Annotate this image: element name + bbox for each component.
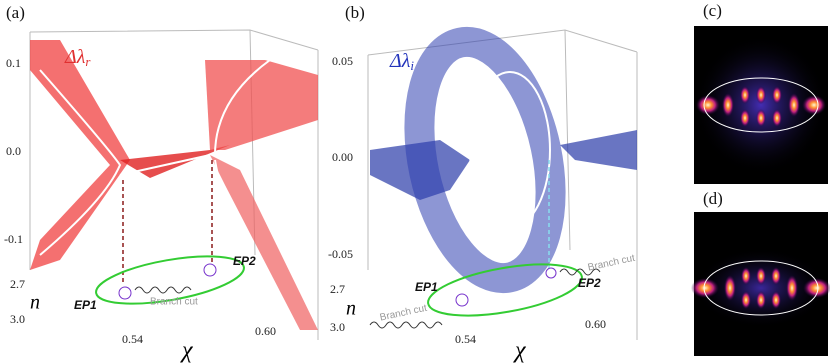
chi-tick-label: 0.60 — [585, 317, 606, 331]
ep1-label: EP1 — [415, 280, 438, 294]
ep2-label: EP2 — [233, 254, 256, 268]
ep-curve — [469, 71, 551, 229]
panel-label: (b) — [345, 3, 365, 22]
hotspots — [691, 267, 830, 309]
branch-cut-label: Branch cut — [150, 297, 198, 308]
loop — [427, 263, 583, 317]
panel-d: (d) — [691, 189, 830, 356]
y-tick-label: 0.0 — [6, 144, 21, 158]
surface — [560, 130, 637, 170]
y-tick-label: -0.05 — [328, 247, 353, 261]
y-tick-label: 0.00 — [332, 150, 353, 164]
panel-label: (c) — [703, 1, 722, 20]
outline — [703, 77, 819, 133]
loop — [95, 255, 245, 305]
branch-cut-label: Branch cut — [379, 303, 428, 324]
ep-marker — [118, 286, 132, 300]
n-axis-label: n — [346, 298, 356, 320]
ep2-label: EP2 — [578, 276, 601, 290]
surface — [210, 155, 318, 330]
quantity-label: Δλi — [389, 50, 414, 73]
frame — [367, 29, 638, 340]
chi-tick-label: 0.54 — [455, 332, 476, 346]
frame — [29, 29, 319, 340]
n-tick-label: 2.7 — [10, 277, 25, 291]
n-axis-label: n — [30, 292, 40, 314]
panel-c: (c) — [694, 1, 828, 184]
y-tick-label: 0.05 — [332, 54, 353, 68]
ep-curve — [119, 59, 271, 211]
y-tick-label: 0.1 — [6, 56, 21, 70]
chi-axis-label: χ — [180, 338, 194, 364]
surface-ring — [404, 26, 566, 294]
branch-cut — [134, 286, 192, 294]
ep-marker — [203, 263, 217, 277]
y-tick-label: -0.1 — [4, 232, 23, 246]
n-tick-label: 3.0 — [330, 320, 345, 334]
n-tick-label: 3.0 — [10, 312, 25, 326]
hotspots — [696, 86, 826, 127]
surface — [205, 60, 318, 150]
surface — [30, 40, 130, 270]
ep1-label: EP1 — [74, 298, 97, 312]
panel-b: (b) Δλi 0.05 0.00 -0.05 2.7 3.0 n 0.54 0… — [328, 3, 638, 364]
chi-tick-label: 0.60 — [255, 324, 276, 338]
n-tick-label: 2.7 — [330, 282, 345, 296]
branch-cut-label: Branch cut — [587, 253, 636, 274]
outline — [703, 260, 819, 316]
panel-a: (a) Δλr 0.1 0.0 -0.1 2.7 3.0 n 0.54 0.60… — [4, 3, 319, 364]
glow — [694, 248, 828, 328]
ep-marker — [455, 293, 469, 307]
chi-axis-label: χ — [513, 338, 527, 364]
branch-cut — [369, 268, 601, 329]
quantity-label: Δλr — [64, 46, 91, 69]
panel-label: (a) — [6, 3, 25, 22]
glow — [694, 35, 828, 175]
ep-marker — [545, 267, 557, 279]
chi-tick-label: 0.54 — [122, 332, 143, 346]
ep-curve — [39, 69, 122, 256]
panel-label: (d) — [703, 189, 723, 208]
